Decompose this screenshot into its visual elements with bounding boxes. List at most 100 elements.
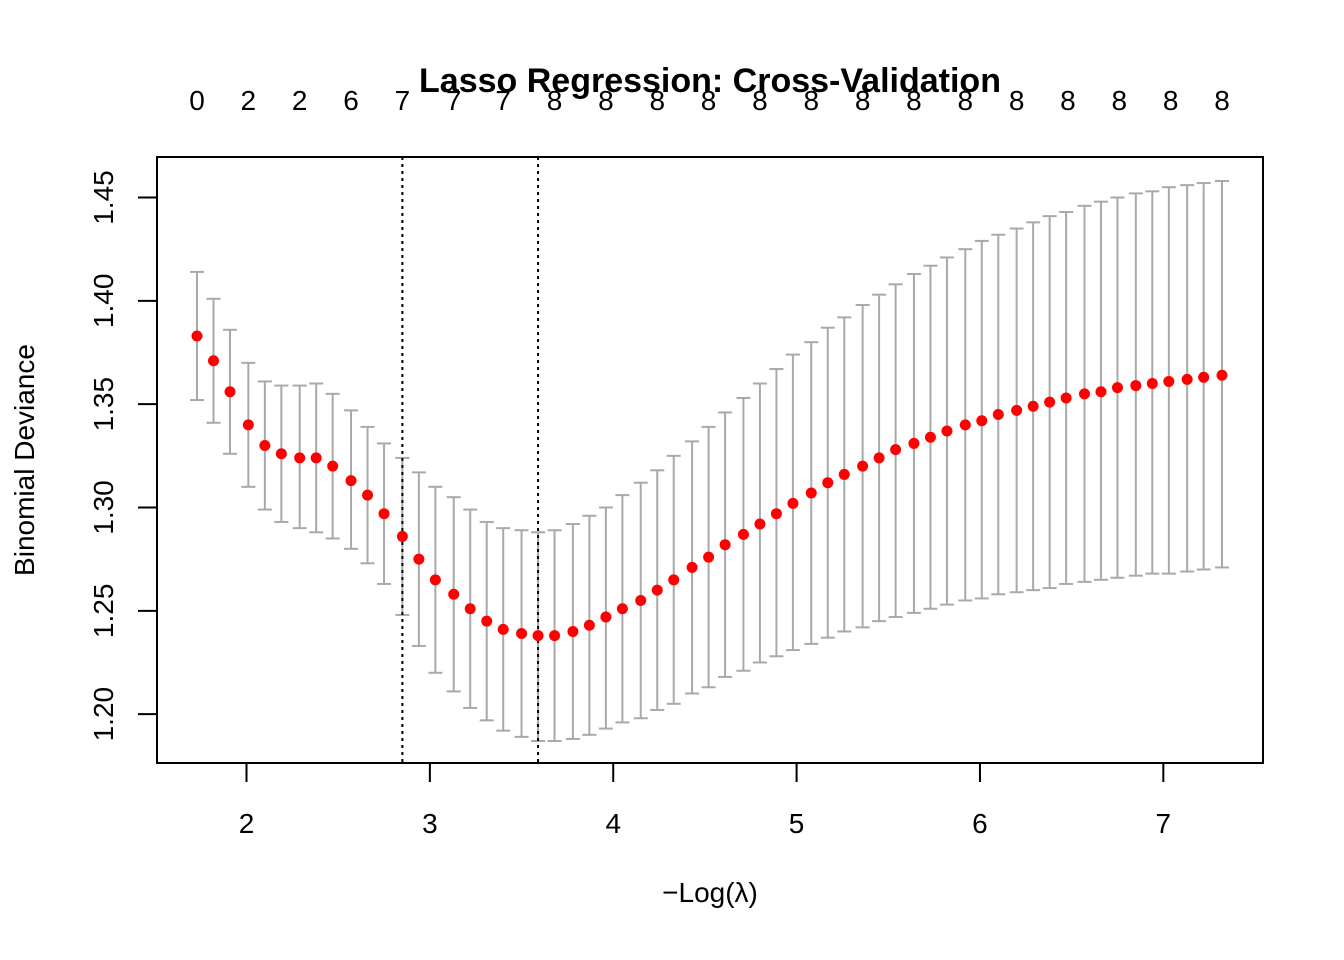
top-tick-label: 8 <box>598 85 614 116</box>
data-point <box>873 452 885 464</box>
data-point <box>481 615 493 627</box>
data-point <box>1163 375 1175 387</box>
top-tick-label: 8 <box>1112 85 1128 116</box>
top-tick-label: 0 <box>189 85 205 116</box>
data-point <box>567 625 579 637</box>
data-point <box>413 553 425 565</box>
top-tick-label: 8 <box>547 85 563 116</box>
data-point <box>703 551 715 563</box>
top-tick-label: 8 <box>855 85 871 116</box>
data-points <box>191 330 1228 642</box>
data-point <box>396 530 408 542</box>
data-point <box>448 588 460 600</box>
data-point <box>224 386 236 398</box>
top-tick-label: 8 <box>803 85 819 116</box>
top-tick-label: 7 <box>395 85 411 116</box>
data-point <box>1198 371 1210 383</box>
top-tick-label: 7 <box>446 85 462 116</box>
top-tick-label: 8 <box>1214 85 1230 116</box>
data-point <box>924 431 936 443</box>
data-point <box>345 475 357 487</box>
plot-box <box>156 156 1264 764</box>
data-point <box>1181 373 1193 385</box>
data-point <box>1027 400 1039 412</box>
data-point <box>770 508 782 520</box>
y-tick-label: 1.25 <box>88 584 119 639</box>
data-point <box>1111 382 1123 394</box>
data-point <box>1060 392 1072 404</box>
top-tick-label: 2 <box>292 85 308 116</box>
data-point <box>754 518 766 530</box>
x-tick-label: 6 <box>972 808 988 839</box>
data-point <box>242 419 254 431</box>
data-point <box>1216 369 1228 381</box>
data-point <box>191 330 203 342</box>
data-point <box>908 437 920 449</box>
top-tick-label: 8 <box>752 85 768 116</box>
data-point <box>532 630 544 642</box>
y-tick-label: 1.45 <box>88 170 119 225</box>
top-tick-label: 8 <box>906 85 922 116</box>
data-point <box>429 574 441 586</box>
data-point <box>1078 388 1090 400</box>
data-point <box>549 630 561 642</box>
x-tick-label: 4 <box>605 808 621 839</box>
data-point <box>822 477 834 489</box>
data-point <box>941 425 953 437</box>
data-point <box>1011 404 1023 416</box>
x-tick-label: 2 <box>239 808 255 839</box>
error-bars <box>190 180 1229 742</box>
top-tick-label: 8 <box>649 85 665 116</box>
data-point <box>686 561 698 573</box>
top-tick-label: 8 <box>1163 85 1179 116</box>
data-point <box>294 452 306 464</box>
data-point <box>1130 380 1142 392</box>
y-tick-label: 1.40 <box>88 274 119 329</box>
data-point <box>838 468 850 480</box>
data-point <box>464 603 476 615</box>
y-axis-title: Binomial Deviance <box>9 344 40 576</box>
data-point <box>583 619 595 631</box>
top-tick-label: 8 <box>958 85 974 116</box>
top-tick-label: 7 <box>495 85 511 116</box>
data-point <box>616 603 628 615</box>
top-tick-label: 8 <box>1009 85 1025 116</box>
data-point <box>516 628 528 640</box>
data-point <box>668 574 680 586</box>
data-point <box>857 460 869 472</box>
data-point <box>1044 396 1056 408</box>
x-tick-label: 7 <box>1156 808 1172 839</box>
y-tick-label: 1.35 <box>88 377 119 432</box>
data-point <box>378 508 390 520</box>
chart-title: Lasso Regression: Cross-Validation <box>419 62 1001 100</box>
top-tick-label: 8 <box>1060 85 1076 116</box>
data-point <box>275 448 287 460</box>
y-axis: 1.20 1.25 1.30 1.35 1.40 1.45 <box>88 170 158 742</box>
data-point <box>992 409 1004 421</box>
x-tick-label: 3 <box>422 808 438 839</box>
data-point <box>787 497 799 509</box>
top-tick-label: 8 <box>701 85 717 116</box>
data-point <box>362 489 374 501</box>
data-point <box>208 355 220 367</box>
data-point <box>600 611 612 623</box>
data-point <box>959 419 971 431</box>
top-tick-label: 6 <box>343 85 359 116</box>
data-point <box>890 444 902 456</box>
y-tick-label: 1.30 <box>88 480 119 535</box>
x-axis-title: −Log(λ) <box>662 877 758 908</box>
data-point <box>497 623 509 635</box>
data-point <box>310 452 322 464</box>
data-point <box>259 440 271 452</box>
top-axis-nonzero-counts: 0 2 2 6 7 7 7 8 8 8 8 8 8 8 8 8 8 8 8 8 8 <box>189 85 1230 116</box>
y-tick-label: 1.20 <box>88 687 119 742</box>
x-tick-label: 5 <box>789 808 805 839</box>
x-axis: 2 3 4 5 6 7 <box>239 762 1172 839</box>
data-point <box>327 460 339 472</box>
reference-lines <box>401 157 540 763</box>
top-tick-label: 2 <box>241 85 257 116</box>
data-point <box>651 584 663 596</box>
data-point <box>805 487 817 499</box>
data-point <box>635 594 647 606</box>
